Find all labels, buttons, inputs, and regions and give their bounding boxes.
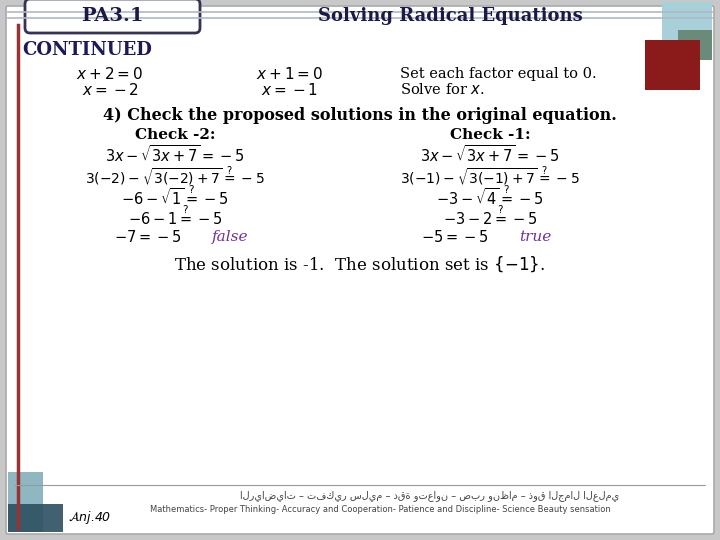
- Text: PA3.1: PA3.1: [81, 7, 143, 25]
- Text: CONTINUED: CONTINUED: [22, 41, 152, 59]
- Text: $3x-\sqrt{3x+7}=-5$: $3x-\sqrt{3x+7}=-5$: [420, 144, 559, 165]
- Bar: [678, 30, 712, 60]
- Text: $3(-1)-\sqrt{3(-1)+7}\overset{?}{=}-5$: $3(-1)-\sqrt{3(-1)+7}\overset{?}{=}-5$: [400, 164, 580, 188]
- Text: $-6-\sqrt{1}\overset{?}{=}-5$: $-6-\sqrt{1}\overset{?}{=}-5$: [122, 184, 229, 207]
- Text: $-5=-5$: $-5=-5$: [421, 229, 489, 245]
- Text: $x=-2$: $x=-2$: [81, 82, 138, 98]
- Text: The solution is -1.  The solution set is $\{-1\}$.: The solution is -1. The solution set is …: [174, 254, 546, 274]
- Text: Check -2:: Check -2:: [135, 128, 215, 142]
- Text: Mathematics- Proper Thinking- Accuracy and Cooperation- Patience and Discipline-: Mathematics- Proper Thinking- Accuracy a…: [150, 505, 611, 515]
- Bar: [8, 472, 43, 532]
- Text: $\mathcal{A}$nj.40: $\mathcal{A}$nj.40: [68, 510, 112, 526]
- Text: true: true: [519, 230, 551, 244]
- Text: $-3-\sqrt{4}\overset{?}{=}-5$: $-3-\sqrt{4}\overset{?}{=}-5$: [436, 184, 544, 207]
- Bar: [8, 504, 63, 532]
- Text: $x=-1$: $x=-1$: [261, 82, 318, 98]
- Text: $3x-\sqrt{3x+7}=-5$: $3x-\sqrt{3x+7}=-5$: [105, 144, 245, 165]
- Text: Set each factor equal to 0.: Set each factor equal to 0.: [400, 67, 597, 81]
- Text: $x+2=0$: $x+2=0$: [76, 66, 143, 82]
- Bar: [645, 40, 700, 90]
- Text: $3(-2)-\sqrt{3(-2)+7}\overset{?}{=}-5$: $3(-2)-\sqrt{3(-2)+7}\overset{?}{=}-5$: [85, 164, 265, 188]
- Text: false: false: [212, 230, 248, 244]
- Text: $-3-2\overset{?}{=}-5$: $-3-2\overset{?}{=}-5$: [443, 205, 537, 227]
- Bar: [662, 2, 712, 40]
- FancyBboxPatch shape: [6, 6, 714, 534]
- Text: Solving Radical Equations: Solving Radical Equations: [318, 7, 582, 25]
- Text: Check -1:: Check -1:: [450, 128, 531, 142]
- Text: $-7=-5$: $-7=-5$: [114, 229, 181, 245]
- Text: 4) Check the proposed solutions in the original equation.: 4) Check the proposed solutions in the o…: [103, 106, 617, 124]
- FancyBboxPatch shape: [25, 0, 200, 33]
- Text: $x+1=0$: $x+1=0$: [256, 66, 323, 82]
- Text: الرياضيات – تفكير سليم – دقة وتعاون – صبر ونظام – ذوق الجمال العلمي: الرياضيات – تفكير سليم – دقة وتعاون – صب…: [240, 490, 620, 502]
- Text: $-6-1\overset{?}{=}-5$: $-6-1\overset{?}{=}-5$: [127, 205, 222, 227]
- Text: Solve for $x$.: Solve for $x$.: [400, 83, 485, 98]
